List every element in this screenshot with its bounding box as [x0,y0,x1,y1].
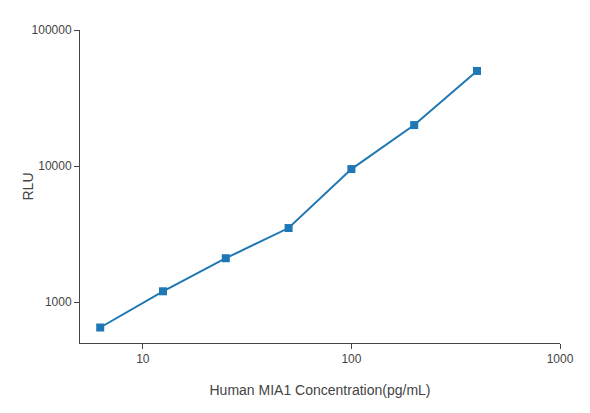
svg-text:10000: 10000 [38,159,72,173]
svg-text:Human MIA1 Concentration(pg/mL: Human MIA1 Concentration(pg/mL) [210,382,431,398]
svg-text:100000: 100000 [32,23,72,37]
svg-text:10: 10 [136,352,150,366]
svg-text:1000: 1000 [45,295,72,309]
svg-text:RLU: RLU [20,172,36,200]
svg-text:1000: 1000 [547,352,574,366]
svg-text:100: 100 [341,352,361,366]
